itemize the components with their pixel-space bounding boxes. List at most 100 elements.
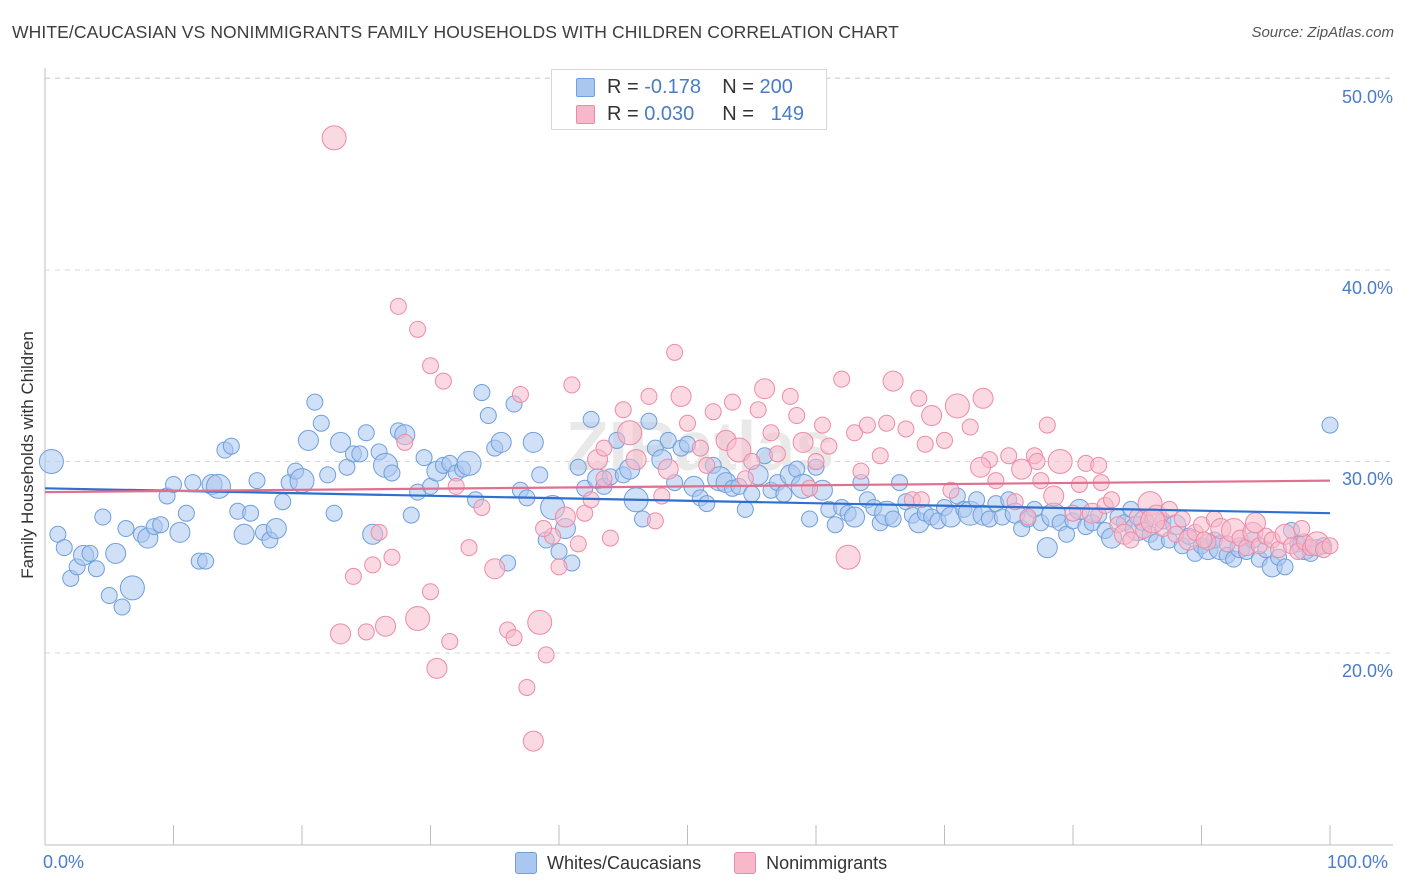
data-point[interactable]: [554, 506, 576, 528]
data-point[interactable]: [754, 378, 776, 400]
data-point[interactable]: [670, 385, 692, 407]
data-point[interactable]: [640, 412, 658, 430]
data-point[interactable]: [351, 445, 369, 463]
data-point[interactable]: [882, 370, 904, 392]
data-point[interactable]: [537, 646, 555, 664]
data-point[interactable]: [297, 429, 319, 451]
data-point[interactable]: [222, 437, 240, 455]
data-point[interactable]: [1032, 472, 1050, 490]
data-point[interactable]: [325, 504, 343, 522]
data-point[interactable]: [891, 474, 909, 492]
data-point[interactable]: [248, 472, 266, 490]
data-point[interactable]: [691, 439, 709, 457]
data-point[interactable]: [1043, 485, 1065, 507]
data-point[interactable]: [878, 414, 896, 432]
data-point[interactable]: [535, 520, 553, 538]
data-point[interactable]: [640, 387, 658, 405]
data-point[interactable]: [871, 447, 889, 465]
data-point[interactable]: [550, 543, 568, 561]
data-point[interactable]: [944, 393, 970, 419]
data-point[interactable]: [657, 458, 679, 480]
data-point[interactable]: [617, 420, 643, 446]
data-point[interactable]: [762, 424, 780, 442]
data-point[interactable]: [184, 474, 202, 492]
data-point[interactable]: [38, 449, 64, 474]
data-point[interactable]: [569, 535, 587, 553]
data-point[interactable]: [375, 615, 397, 637]
data-point[interactable]: [601, 529, 619, 547]
data-point[interactable]: [563, 376, 581, 394]
data-point[interactable]: [679, 414, 696, 432]
data-point[interactable]: [820, 437, 838, 455]
data-point[interactable]: [969, 456, 991, 478]
data-point[interactable]: [846, 424, 864, 442]
data-point[interactable]: [484, 558, 506, 580]
data-point[interactable]: [447, 477, 465, 495]
data-point[interactable]: [383, 548, 401, 566]
data-point[interactable]: [775, 485, 793, 503]
data-point[interactable]: [312, 414, 330, 432]
data-point[interactable]: [625, 449, 647, 471]
data-point[interactable]: [522, 431, 544, 453]
data-point[interactable]: [1321, 416, 1339, 434]
data-point[interactable]: [736, 470, 754, 488]
data-point[interactable]: [916, 435, 934, 453]
data-point[interactable]: [389, 297, 407, 315]
data-point[interactable]: [1103, 491, 1121, 509]
data-point[interactable]: [1090, 456, 1108, 474]
data-point[interactable]: [330, 431, 352, 453]
data-point[interactable]: [330, 623, 352, 645]
data-point[interactable]: [768, 445, 786, 463]
data-point[interactable]: [972, 387, 994, 409]
data-point[interactable]: [415, 449, 433, 467]
data-point[interactable]: [1321, 537, 1339, 555]
data-point[interactable]: [321, 125, 347, 151]
data-point[interactable]: [833, 370, 851, 388]
data-point[interactable]: [1036, 537, 1058, 559]
data-point[interactable]: [1244, 512, 1266, 534]
data-point[interactable]: [370, 523, 388, 541]
data-point[interactable]: [426, 657, 448, 679]
data-point[interactable]: [1122, 531, 1140, 549]
data-point[interactable]: [409, 320, 427, 338]
data-point[interactable]: [319, 466, 337, 484]
data-point[interactable]: [1276, 558, 1294, 576]
data-point[interactable]: [813, 416, 831, 434]
data-point[interactable]: [81, 544, 99, 562]
data-point[interactable]: [792, 431, 814, 453]
data-point[interactable]: [698, 495, 716, 513]
data-point[interactable]: [402, 506, 420, 524]
data-point[interactable]: [119, 575, 145, 601]
data-point[interactable]: [396, 433, 414, 451]
data-point[interactable]: [357, 424, 375, 442]
data-point[interactable]: [704, 403, 722, 421]
data-point[interactable]: [460, 539, 478, 557]
data-point[interactable]: [1028, 453, 1046, 470]
data-point[interactable]: [835, 544, 861, 570]
data-point[interactable]: [743, 485, 761, 503]
data-point[interactable]: [383, 464, 401, 482]
data-point[interactable]: [306, 393, 324, 411]
legend-item-nonimmigrants[interactable]: Nonimmigrants: [734, 852, 887, 874]
data-point[interactable]: [912, 491, 930, 509]
data-point[interactable]: [666, 343, 684, 361]
data-point[interactable]: [422, 357, 439, 375]
data-point[interactable]: [531, 466, 549, 484]
data-point[interactable]: [405, 606, 431, 632]
data-point[interactable]: [233, 523, 255, 545]
data-point[interactable]: [595, 470, 613, 488]
data-point[interactable]: [653, 487, 671, 505]
data-point[interactable]: [723, 393, 741, 411]
legend-item-whites[interactable]: Whites/Caucasians: [515, 852, 701, 874]
data-point[interactable]: [726, 437, 752, 463]
data-point[interactable]: [826, 516, 844, 534]
data-point[interactable]: [490, 431, 512, 453]
data-point[interactable]: [910, 389, 928, 407]
data-point[interactable]: [743, 453, 761, 470]
data-point[interactable]: [942, 481, 960, 499]
data-point[interactable]: [897, 420, 915, 438]
data-point[interactable]: [511, 385, 529, 403]
data-point[interactable]: [595, 439, 613, 457]
data-point[interactable]: [169, 521, 191, 543]
data-point[interactable]: [113, 598, 131, 616]
